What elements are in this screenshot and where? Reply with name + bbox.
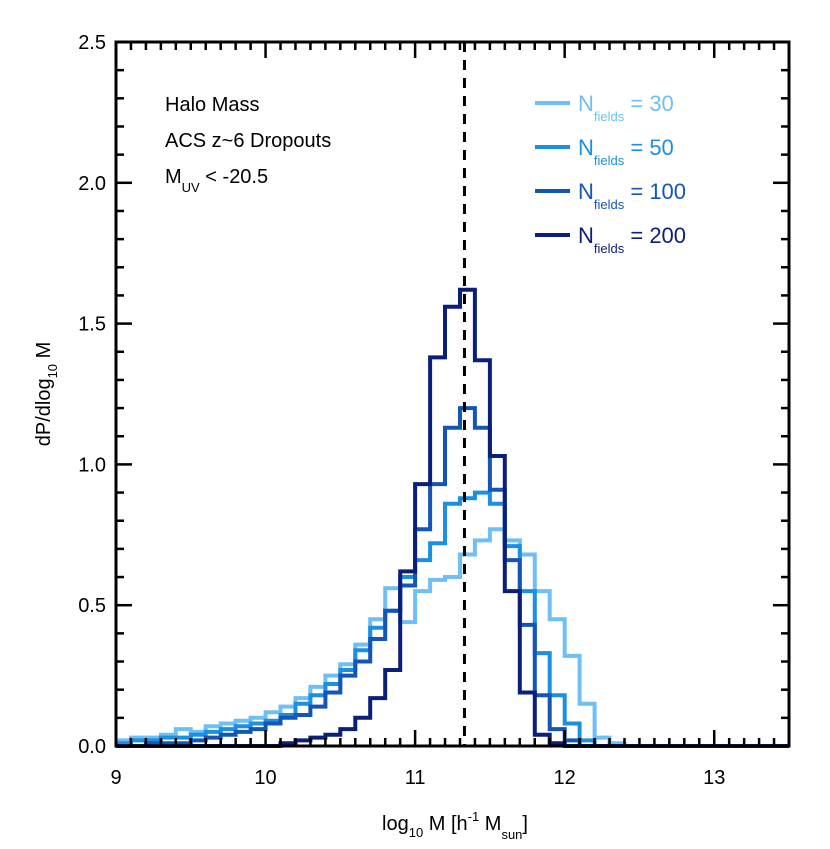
histogram-series-30 bbox=[116, 527, 789, 748]
y-tick-label: 1.5 bbox=[78, 314, 106, 336]
x-tick-label: 12 bbox=[554, 767, 576, 789]
legend-label-200: Nfields = 200 bbox=[578, 223, 686, 256]
x-tick-label: 11 bbox=[405, 767, 426, 789]
legend-item-30: Nfields = 30 bbox=[535, 91, 674, 124]
histogram-series-50 bbox=[116, 490, 789, 748]
legend-label-100: Nfields = 100 bbox=[578, 179, 686, 212]
y-tick-label: 2.5 bbox=[78, 32, 106, 54]
legend-item-200: Nfields = 200 bbox=[535, 223, 686, 256]
annotation-muv-cut: MUV < -20.5 bbox=[165, 166, 268, 195]
legend-item-100: Nfields = 100 bbox=[535, 179, 686, 212]
y-tick-label: 0.0 bbox=[78, 736, 106, 758]
y-tick-label: 1.0 bbox=[78, 454, 106, 476]
y-axis-label: dP/dlog10 M bbox=[33, 342, 60, 447]
histogram-series-group bbox=[116, 287, 789, 748]
legend-label-50: Nfields = 50 bbox=[578, 135, 674, 168]
y-tick-label: 0.5 bbox=[78, 595, 106, 617]
legend-item-50: Nfields = 50 bbox=[535, 135, 674, 168]
x-tick-label: 13 bbox=[703, 767, 725, 789]
plot-frame bbox=[114, 40, 791, 748]
histogram-series-200 bbox=[116, 287, 789, 748]
y-tick-label: 2.0 bbox=[78, 173, 106, 195]
legend: Nfields = 30 Nfields = 50 Nfields = 100 Nfi… bbox=[535, 91, 686, 256]
x-tick-label: 10 bbox=[254, 767, 276, 789]
annotation-halo-mass: Halo Mass bbox=[165, 94, 259, 116]
x-tick-label: 9 bbox=[110, 767, 121, 789]
annotation-acs-dropouts: ACS z~6 Dropouts bbox=[165, 130, 331, 152]
tick-labels: 9 10 11 12 13 0.0 0.5 1.0 1.5 2.0 2.5 bbox=[78, 32, 725, 789]
legend-label-30: Nfields = 30 bbox=[578, 91, 674, 124]
x-axis-label: log10 M [h-1 Msun] bbox=[382, 809, 528, 842]
